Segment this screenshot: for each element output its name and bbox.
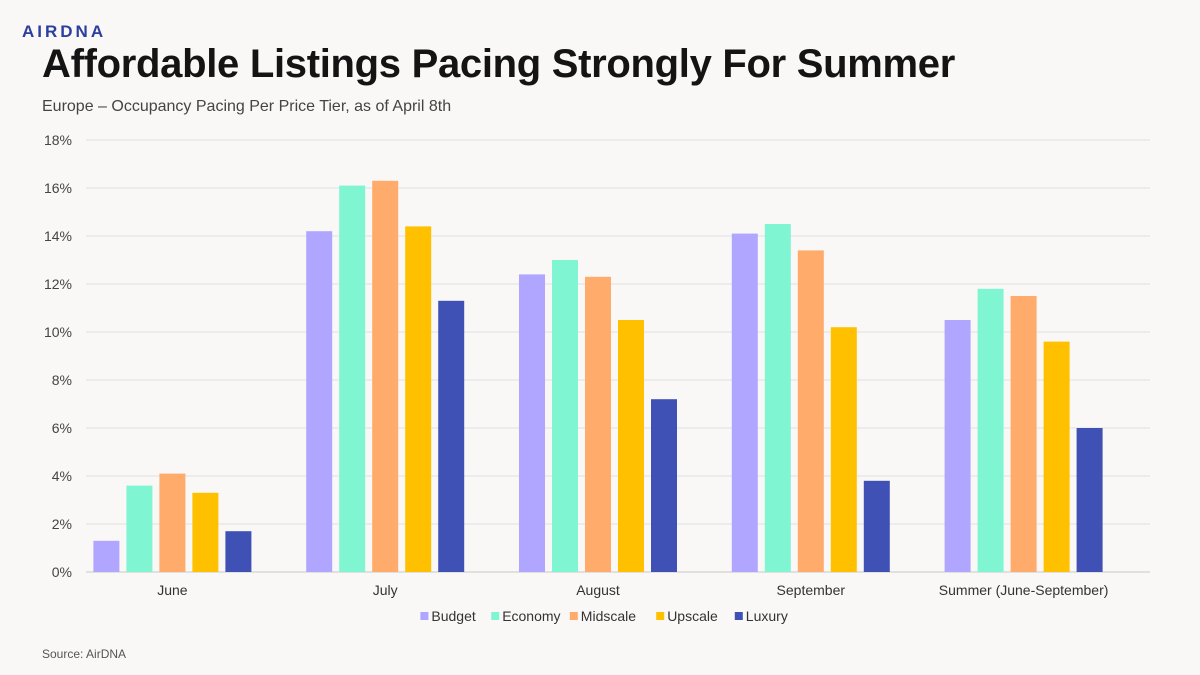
bar-economy bbox=[126, 485, 153, 572]
bar-upscale bbox=[192, 492, 219, 572]
legend-label: Upscale bbox=[667, 608, 718, 624]
legend-swatch bbox=[491, 612, 500, 620]
y-tick-label: 12% bbox=[44, 276, 72, 292]
bar-midscale bbox=[585, 276, 611, 572]
y-tick-label: 10% bbox=[44, 324, 72, 340]
x-category-label: September bbox=[777, 582, 846, 598]
bar-midscale bbox=[797, 250, 824, 572]
bar-budget bbox=[519, 274, 545, 572]
bar-economy bbox=[339, 185, 366, 572]
x-category-label: July bbox=[373, 582, 398, 598]
airdna-logo: AIRDNA bbox=[22, 22, 107, 41]
legend-label: Budget bbox=[431, 608, 475, 624]
y-tick-label: 0% bbox=[52, 564, 72, 580]
bar-luxury bbox=[225, 531, 252, 572]
bar-economy bbox=[977, 288, 1004, 572]
legend-label: Midscale bbox=[581, 608, 636, 624]
y-tick-label: 18% bbox=[44, 132, 72, 148]
y-tick-label: 6% bbox=[52, 420, 72, 436]
bar-economy bbox=[764, 224, 791, 572]
x-category-label: Summer (June-September) bbox=[939, 582, 1109, 598]
bar-luxury bbox=[863, 480, 890, 572]
page-title: Affordable Listings Pacing Strongly For … bbox=[42, 42, 955, 86]
bar-luxury bbox=[651, 399, 677, 572]
x-category-label: June bbox=[157, 582, 188, 598]
legend-label: Economy bbox=[502, 608, 560, 624]
y-tick-label: 8% bbox=[52, 372, 72, 388]
legend-swatch bbox=[734, 612, 743, 620]
bar-economy bbox=[552, 260, 578, 572]
legend-label: Luxury bbox=[746, 608, 788, 624]
bar-budget bbox=[944, 320, 971, 572]
legend-swatch bbox=[656, 612, 665, 620]
bar-upscale bbox=[1043, 341, 1070, 572]
bar-budget bbox=[93, 540, 120, 572]
bar-upscale bbox=[830, 327, 857, 572]
y-tick-label: 16% bbox=[44, 180, 72, 196]
source-note: Source: AirDNA bbox=[42, 647, 127, 661]
bar-budget bbox=[731, 233, 758, 572]
bar-midscale bbox=[159, 473, 186, 572]
bar-midscale bbox=[1010, 296, 1037, 572]
x-category-label: August bbox=[576, 582, 620, 598]
y-tick-label: 14% bbox=[44, 228, 72, 244]
legend-swatch bbox=[420, 612, 429, 620]
bar-budget bbox=[306, 231, 333, 572]
y-tick-label: 4% bbox=[52, 468, 72, 484]
chart-subtitle: Europe – Occupancy Pacing Per Price Tier… bbox=[42, 98, 452, 115]
bar-midscale bbox=[372, 180, 399, 573]
legend-swatch bbox=[569, 612, 578, 620]
bar-luxury bbox=[1076, 428, 1103, 572]
bar-upscale bbox=[618, 320, 644, 572]
bar-upscale bbox=[405, 226, 432, 572]
y-tick-label: 2% bbox=[52, 516, 72, 532]
bar-luxury bbox=[438, 300, 465, 572]
